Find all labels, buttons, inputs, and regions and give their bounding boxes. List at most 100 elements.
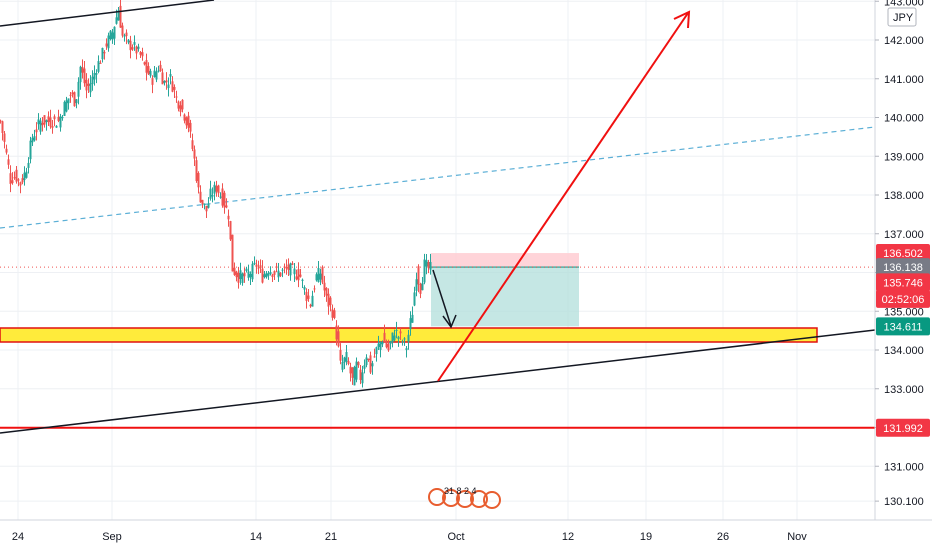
price-tick-label: 131.000: [884, 461, 924, 473]
candle-body: [417, 266, 420, 285]
event-icon[interactable]: [428, 488, 446, 506]
candle-body: [19, 182, 22, 186]
time-tick-label: Nov: [787, 531, 807, 543]
candle-body: [277, 270, 280, 278]
candle-body: [409, 318, 412, 330]
price-tag-text-last-price: 136.138: [883, 262, 923, 274]
candle-body: [377, 343, 380, 347]
candle-body: [139, 52, 142, 55]
candle-body: [21, 178, 24, 183]
time-tick-label: 21: [325, 531, 337, 543]
candle-body: [219, 196, 222, 198]
candle-body: [159, 64, 162, 72]
candle-body: [275, 266, 278, 268]
candle-body: [207, 203, 210, 208]
candle-body: [387, 344, 390, 351]
price-tick-label: 139.000: [884, 151, 924, 163]
candle-body: [171, 81, 174, 92]
candle-body: [133, 42, 136, 45]
candle-body: [203, 203, 206, 206]
candle-body: [257, 267, 260, 269]
candle-body: [413, 292, 416, 306]
candle-body: [369, 355, 372, 373]
candle-body: [293, 268, 296, 275]
candle-body: [61, 116, 64, 119]
candle-body: [7, 159, 10, 165]
candle-body: [329, 297, 332, 305]
candle-body: [89, 83, 92, 93]
candle-body: [395, 330, 398, 332]
candle-body: [399, 331, 402, 334]
bearish-arrow-line: [432, 269, 452, 327]
candle-body: [187, 115, 190, 128]
candle-body: [353, 366, 356, 386]
candle-body: [403, 338, 406, 340]
currency-badge[interactable]: [887, 7, 917, 27]
candle-body: [149, 70, 152, 76]
candle-body: [111, 32, 114, 40]
price-tick-label: 137.000: [884, 229, 924, 241]
candle-body: [241, 273, 244, 283]
price-tag-countdown: [876, 289, 930, 308]
time-axis[interactable]: 24 Sep 14 21 Oct 12 19 26 Nov: [0, 519, 932, 550]
candle-body: [425, 260, 428, 267]
candle-body: [79, 66, 82, 83]
candle-body: [27, 162, 30, 168]
candle-body: [45, 120, 48, 123]
price-tick-label: 140.000: [884, 113, 924, 125]
candle-body: [325, 287, 328, 296]
time-tick-label: Sep: [102, 531, 122, 543]
price-tags: 136.502 136.138 135.746 02:52:06 134.611 131.…: [876, 244, 930, 437]
candle-body: [341, 362, 344, 370]
candle-body: [379, 341, 382, 350]
candle-body: [267, 273, 270, 276]
candle-body: [321, 266, 324, 283]
candle-body: [217, 185, 220, 194]
candle-body: [23, 172, 26, 181]
candle-body: [163, 81, 166, 83]
candle-body: [181, 99, 184, 110]
candle-body: [205, 205, 208, 212]
candle-body: [419, 284, 422, 294]
candle-body: [259, 265, 262, 268]
candle-body: [345, 351, 348, 362]
candle-body: [173, 86, 176, 90]
event-icon[interactable]: [483, 491, 501, 509]
candle-body: [113, 26, 116, 39]
event-icon[interactable]: [442, 489, 460, 507]
event-icon[interactable]: [470, 490, 488, 508]
candle-body: [381, 342, 384, 345]
candle-body: [235, 271, 238, 278]
grid: [0, 0, 875, 520]
candle-body: [99, 62, 102, 64]
price-tag-text-entry: 135.746: [883, 277, 923, 289]
candle-body: [147, 66, 150, 75]
time-tick-label: 26: [717, 531, 729, 543]
candle-body: [77, 81, 80, 97]
candle-body: [279, 272, 282, 276]
candle-body: [297, 269, 300, 281]
candle-body: [363, 365, 366, 369]
candle-body: [295, 276, 298, 280]
candle-body: [129, 40, 132, 51]
candle-body: [87, 83, 90, 86]
candle-body: [421, 282, 424, 291]
events[interactable]: 31 8 2 4: [428, 486, 501, 509]
price-tag-stop-loss: [876, 244, 930, 263]
price-tick-label: 135.000: [884, 306, 924, 318]
candle-body: [307, 295, 310, 299]
candle-body: [255, 264, 258, 267]
candle-body: [167, 84, 170, 89]
candle-body: [185, 117, 188, 126]
candle-body: [243, 272, 246, 277]
candle-body: [63, 101, 66, 116]
candle-body: [107, 35, 110, 49]
channel-line: [0, 126, 876, 229]
price-tag-entry: [876, 273, 930, 292]
price-tick-label: 133.000: [884, 384, 924, 396]
candle-body: [223, 192, 226, 208]
candle-body: [57, 116, 60, 121]
event-icon[interactable]: [456, 490, 474, 508]
